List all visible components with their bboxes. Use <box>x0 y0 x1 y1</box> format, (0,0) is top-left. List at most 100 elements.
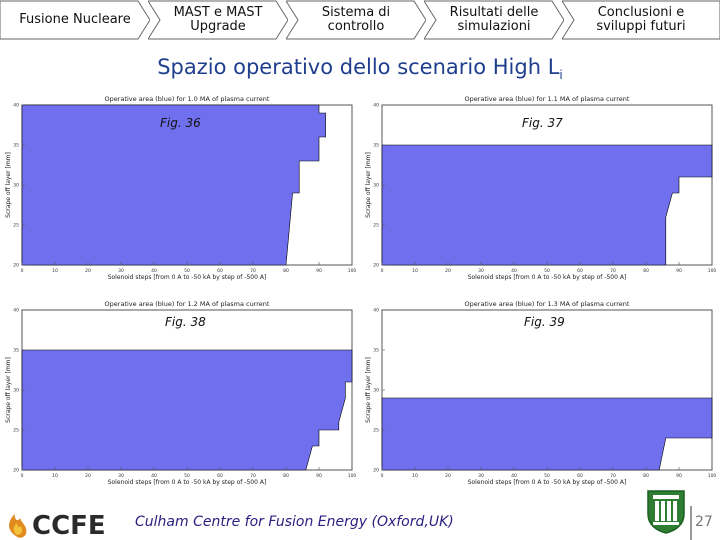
x-tick-label: 50 <box>544 473 550 479</box>
y-tick-label: 30 <box>373 183 379 189</box>
y-tick-label: 20 <box>13 468 19 474</box>
nav-label: Conclusioni e sviluppi futuri <box>596 5 686 34</box>
flame-icon: CCFE <box>9 511 106 540</box>
x-tick-label: 90 <box>676 473 682 479</box>
chart-fig-37: Operative area (blue) for 1.1 MA of plas… <box>362 88 720 283</box>
x-tick-label: 10 <box>412 268 418 274</box>
x-axis-label: Solenoid steps [from 0 A to -50 kA by st… <box>468 479 627 486</box>
chart-title: Operative area (blue) for 1.0 MA of plas… <box>105 95 270 103</box>
x-tick-label: 40 <box>151 473 157 479</box>
y-axis-label: Scrape off layer [mm] <box>5 357 12 423</box>
nav-label: MAST e MAST Upgrade <box>173 5 263 34</box>
slide-title: Spazio operativo dello scenario High Li <box>0 55 720 82</box>
y-tick-label: 35 <box>373 143 379 149</box>
y-tick-label: 40 <box>13 103 19 109</box>
x-tick-label: 80 <box>283 473 289 479</box>
y-tick-label: 35 <box>13 143 19 149</box>
x-axis-label: Solenoid steps [from 0 A to -50 kA by st… <box>468 274 627 281</box>
y-tick-label: 40 <box>373 103 379 109</box>
x-tick-label: 40 <box>511 473 517 479</box>
y-axis-label: Scrape off layer [mm] <box>365 357 372 423</box>
x-tick-label: 90 <box>676 268 682 274</box>
y-tick-label: 25 <box>13 223 19 229</box>
x-tick-label: 20 <box>445 268 451 274</box>
y-tick-label: 20 <box>373 468 379 474</box>
title-subscript: i <box>559 68 563 83</box>
x-tick-label: 50 <box>544 268 550 274</box>
nav-item-sistema-controllo[interactable]: Sistema di controllo <box>286 0 426 40</box>
x-tick-label: 20 <box>85 473 91 479</box>
x-tick-label: 100 <box>348 268 357 274</box>
x-tick-label: 40 <box>151 268 157 274</box>
x-tick-label: 100 <box>708 268 717 274</box>
x-tick-label: 0 <box>21 268 24 274</box>
y-tick-label: 25 <box>373 428 379 434</box>
y-tick-label: 35 <box>13 348 19 354</box>
chart-svg: Operative area (blue) for 1.0 MA of plas… <box>5 95 357 281</box>
x-tick-label: 0 <box>381 268 384 274</box>
y-tick-label: 40 <box>373 308 379 314</box>
x-tick-label: 60 <box>217 268 223 274</box>
x-tick-label: 80 <box>283 268 289 274</box>
y-axis-label: Scrape off layer [mm] <box>365 152 372 218</box>
nav-label: Fusione Nucleare <box>19 12 131 28</box>
y-tick-label: 20 <box>13 263 19 269</box>
logo-text: CCFE <box>32 511 106 540</box>
x-tick-label: 20 <box>445 473 451 479</box>
x-tick-label: 10 <box>412 473 418 479</box>
operative-area <box>21 349 353 471</box>
nav-item-mast-upgrade[interactable]: MAST e MAST Upgrade <box>148 0 288 40</box>
chart-svg: Operative area (blue) for 1.1 MA of plas… <box>365 95 717 281</box>
y-tick-label: 30 <box>373 388 379 394</box>
x-tick-label: 70 <box>610 473 616 479</box>
x-axis-label: Solenoid steps [from 0 A to -50 kA by st… <box>108 274 267 281</box>
x-tick-label: 30 <box>118 268 124 274</box>
y-axis-label: Scrape off layer [mm] <box>5 152 12 218</box>
x-tick-label: 0 <box>21 473 24 479</box>
x-tick-label: 60 <box>577 268 583 274</box>
x-tick-label: 40 <box>511 268 517 274</box>
ccfe-logo: CCFE <box>2 506 112 540</box>
x-tick-label: 100 <box>348 473 357 479</box>
fig-label: Fig. 36 <box>160 116 201 130</box>
y-tick-label: 25 <box>373 223 379 229</box>
chart-title: Operative area (blue) for 1.1 MA of plas… <box>465 95 630 103</box>
x-tick-label: 70 <box>250 473 256 479</box>
x-tick-label: 30 <box>118 473 124 479</box>
nav-item-risultati-simulazioni[interactable]: Risultati delle simulazioni <box>424 0 564 40</box>
y-tick-label: 30 <box>13 183 19 189</box>
nav-label: Sistema di controllo <box>321 5 391 34</box>
page-number: 27 <box>695 514 713 530</box>
x-tick-label: 10 <box>52 473 58 479</box>
y-tick-label: 20 <box>373 263 379 269</box>
fig-label: Fig. 37 <box>522 116 563 130</box>
chart-svg: Operative area (blue) for 1.2 MA of plas… <box>5 300 357 486</box>
fig-label: Fig. 39 <box>524 315 565 329</box>
chart-title: Operative area (blue) for 1.3 MA of plas… <box>465 300 630 308</box>
fig-label: Fig. 38 <box>165 315 206 329</box>
x-tick-label: 80 <box>643 268 649 274</box>
x-tick-label: 90 <box>316 473 322 479</box>
x-tick-label: 50 <box>184 268 190 274</box>
footer-divider <box>690 506 692 540</box>
x-tick-label: 80 <box>643 473 649 479</box>
x-tick-label: 30 <box>478 268 484 274</box>
operative-area <box>381 144 713 266</box>
x-tick-label: 70 <box>250 268 256 274</box>
x-tick-label: 10 <box>52 268 58 274</box>
top-nav: Fusione Nucleare MAST e MAST Upgrade Sis… <box>0 0 720 40</box>
chart-title: Operative area (blue) for 1.2 MA of plas… <box>105 300 270 308</box>
chart-svg: Operative area (blue) for 1.3 MA of plas… <box>365 300 717 486</box>
x-tick-label: 20 <box>85 268 91 274</box>
x-tick-label: 30 <box>478 473 484 479</box>
university-shield-icon <box>645 488 687 534</box>
x-tick-label: 0 <box>381 473 384 479</box>
x-tick-label: 60 <box>217 473 223 479</box>
x-tick-label: 50 <box>184 473 190 479</box>
nav-item-conclusioni[interactable]: Conclusioni e sviluppi futuri <box>562 0 720 40</box>
chart-fig-39: Operative area (blue) for 1.3 MA of plas… <box>362 295 720 490</box>
nav-item-fusione-nucleare[interactable]: Fusione Nucleare <box>0 0 150 40</box>
x-tick-label: 100 <box>708 473 717 479</box>
chart-fig-38: Operative area (blue) for 1.2 MA of plas… <box>0 295 360 490</box>
y-tick-label: 35 <box>373 348 379 354</box>
